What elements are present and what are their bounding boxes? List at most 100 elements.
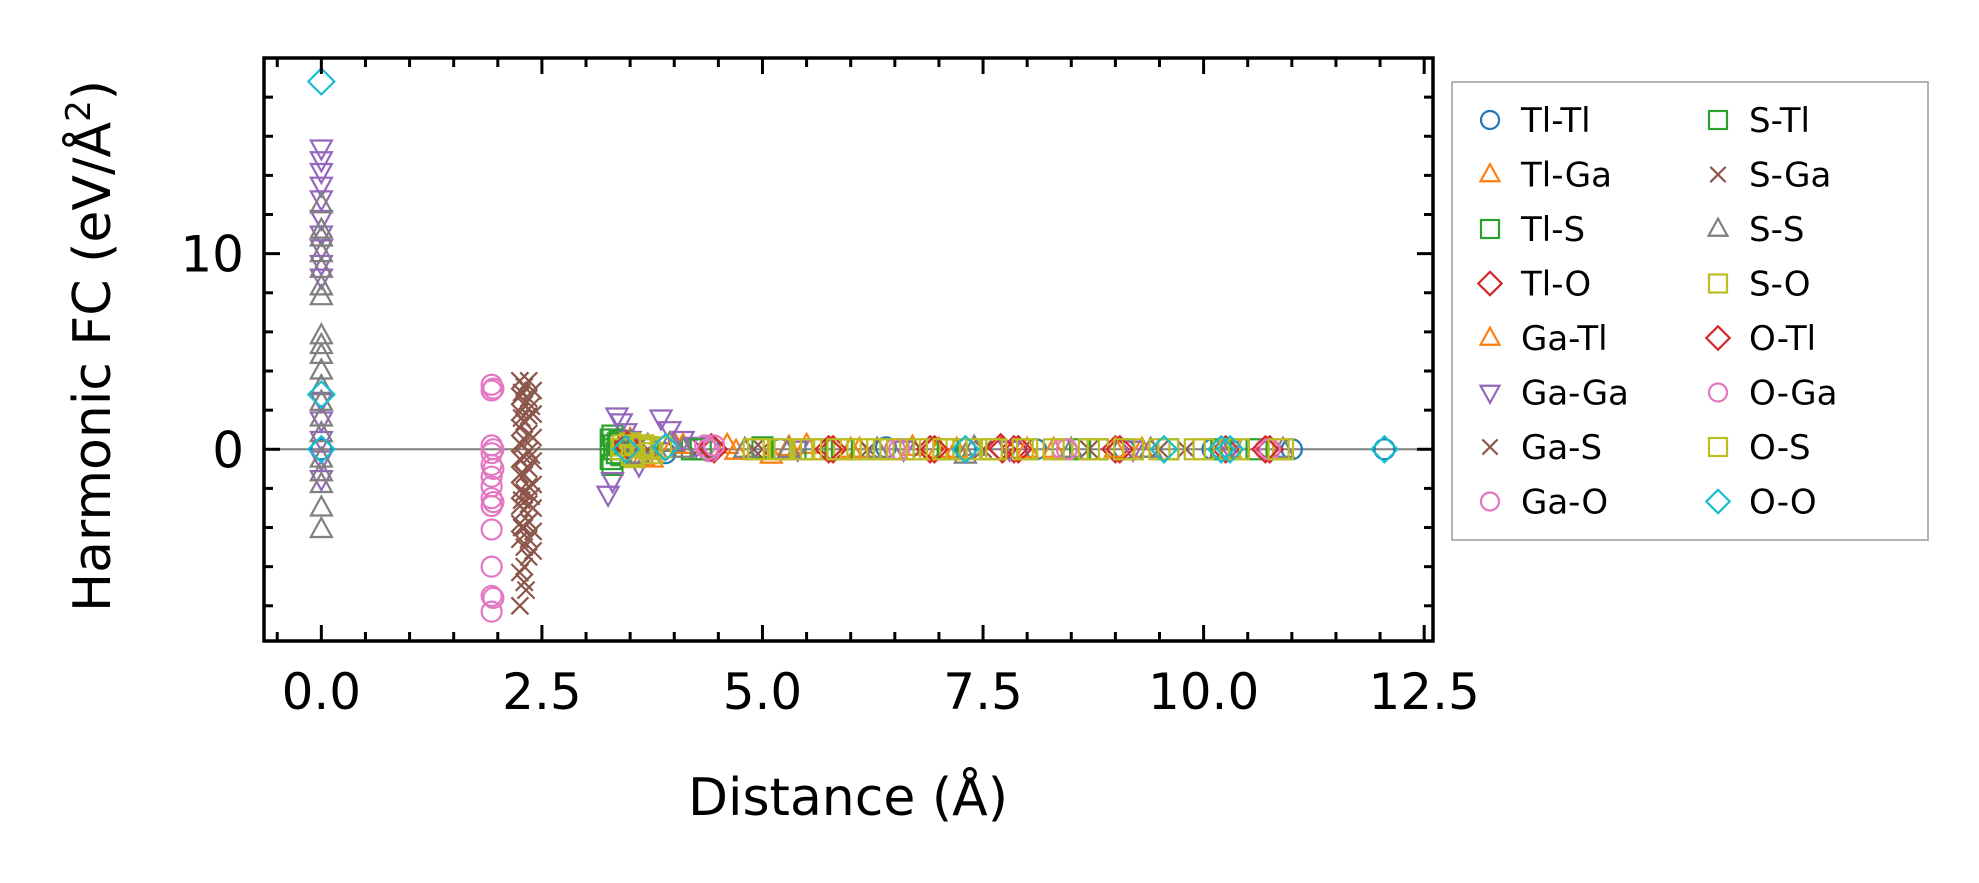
legend-label: S-Tl: [1749, 101, 1810, 141]
legend-label: Ga-Ga: [1521, 374, 1629, 414]
data-point: [1079, 439, 1099, 459]
data-point: [523, 428, 543, 447]
legend-marker: [1478, 161, 1502, 183]
data-point: [514, 573, 534, 592]
legend-entry-s-o: S-O: [1707, 265, 1811, 305]
legend-entry-o-s: O-S: [1707, 428, 1811, 468]
legend-marker: [1707, 382, 1729, 403]
data-point: [879, 438, 902, 461]
x-tick-label: 0.0: [282, 663, 362, 721]
data-point: [512, 463, 531, 483]
data-point: [308, 239, 334, 263]
data-point: [523, 541, 543, 561]
legend-entry-tl-ga: Tl-Ga: [1478, 156, 1612, 196]
data-point: [308, 162, 334, 186]
legend-marker: [1704, 324, 1732, 352]
data-point: [523, 404, 543, 424]
legend-box: [1451, 81, 1929, 541]
data-point: [512, 518, 531, 537]
data-point: [480, 379, 503, 402]
data-point: [514, 557, 534, 576]
legend-label: S-Ga: [1749, 156, 1831, 196]
data-point: [512, 383, 531, 402]
data-point: [1373, 438, 1396, 461]
data-point: [523, 522, 543, 541]
data-point: [308, 151, 334, 174]
data-point: [1011, 438, 1034, 461]
legend-entry-ga-ga: Ga-Ga: [1478, 374, 1629, 414]
legend-marker: [1707, 109, 1729, 131]
y-tick-label: 10: [180, 226, 244, 284]
data-point: [1138, 435, 1164, 458]
legend-label: Tl-Tl: [1520, 101, 1591, 141]
legend-entry-ga-s: Ga-S: [1481, 428, 1602, 468]
data-point: [308, 190, 334, 214]
x-tick-label: 12.5: [1369, 663, 1480, 721]
legend-marker: [1476, 270, 1504, 297]
data-point: [308, 282, 334, 306]
y-tick-label: 0: [212, 421, 244, 479]
x-axis-label: Distance (Å): [688, 766, 1008, 828]
series-s-ga: [512, 383, 1169, 600]
data-point: [480, 600, 503, 623]
data-point: [308, 372, 334, 396]
legend-marker: [1479, 491, 1501, 512]
data-point: [308, 470, 334, 494]
data-point: [1120, 440, 1146, 464]
data-point: [1208, 435, 1234, 458]
data-point: [864, 435, 890, 458]
data-point: [689, 438, 712, 461]
legend-label: Ga-Tl: [1521, 319, 1608, 359]
legend-label: S-S: [1749, 210, 1804, 250]
data-point: [308, 331, 334, 355]
data-point: [1176, 439, 1196, 459]
legend-marker: [1478, 325, 1502, 346]
data-point: [852, 438, 876, 461]
data-point: [799, 438, 823, 461]
data-point: [1077, 438, 1101, 461]
data-point: [482, 490, 505, 514]
legend-marker: [1709, 166, 1727, 183]
data-point: [732, 435, 758, 458]
data-point: [522, 396, 541, 416]
legend-marker: [1707, 436, 1729, 458]
data-point: [773, 438, 796, 461]
data-point: [723, 437, 749, 460]
data-point: [482, 377, 505, 400]
legend-entry-o-ga: O-Ga: [1707, 374, 1837, 414]
data-point: [522, 486, 541, 506]
legend-label: O-S: [1749, 428, 1811, 468]
data-point: [480, 518, 503, 541]
data-point: [308, 494, 334, 517]
data-point: [306, 66, 336, 97]
data-point: [866, 438, 889, 461]
legend-label: Tl-Ga: [1520, 156, 1612, 196]
data-point: [826, 438, 849, 461]
legend-label: Tl-O: [1520, 265, 1591, 305]
data-point: [1055, 438, 1078, 461]
legend-entry-s-ga: S-Ga: [1709, 156, 1831, 196]
data-point: [308, 357, 334, 380]
data-point: [985, 438, 1008, 461]
legend-entry-ga-o: Ga-O: [1479, 483, 1608, 523]
data-point: [1003, 434, 1033, 464]
data-point: [1042, 438, 1065, 461]
legend-label: Tl-S: [1520, 210, 1585, 250]
data-point: [308, 388, 334, 411]
data-point: [308, 458, 334, 482]
data-point: [650, 432, 680, 462]
data-point: [512, 408, 531, 428]
legend: Tl-Tl Tl-Ga Tl-S Tl-O Ga-Tl Ga-Ga Ga-S Ga-O S-Tl…: [1451, 81, 1929, 541]
y-axis-label-close: ): [63, 80, 123, 100]
data-point: [657, 429, 683, 453]
data-point: [1245, 438, 1268, 461]
series-o-o: [306, 66, 1400, 464]
data-point: [482, 457, 505, 480]
data-point: [905, 438, 928, 461]
tick-labels: 0.0 2.5 5.0 7.5 10.0 12.5 0 10: [180, 226, 1479, 721]
data-point: [1250, 434, 1280, 464]
data-point: [522, 445, 541, 465]
x-tick-label: 5.0: [723, 663, 803, 721]
x-tick-label: 7.5: [943, 663, 1023, 721]
data-point: [612, 430, 643, 460]
